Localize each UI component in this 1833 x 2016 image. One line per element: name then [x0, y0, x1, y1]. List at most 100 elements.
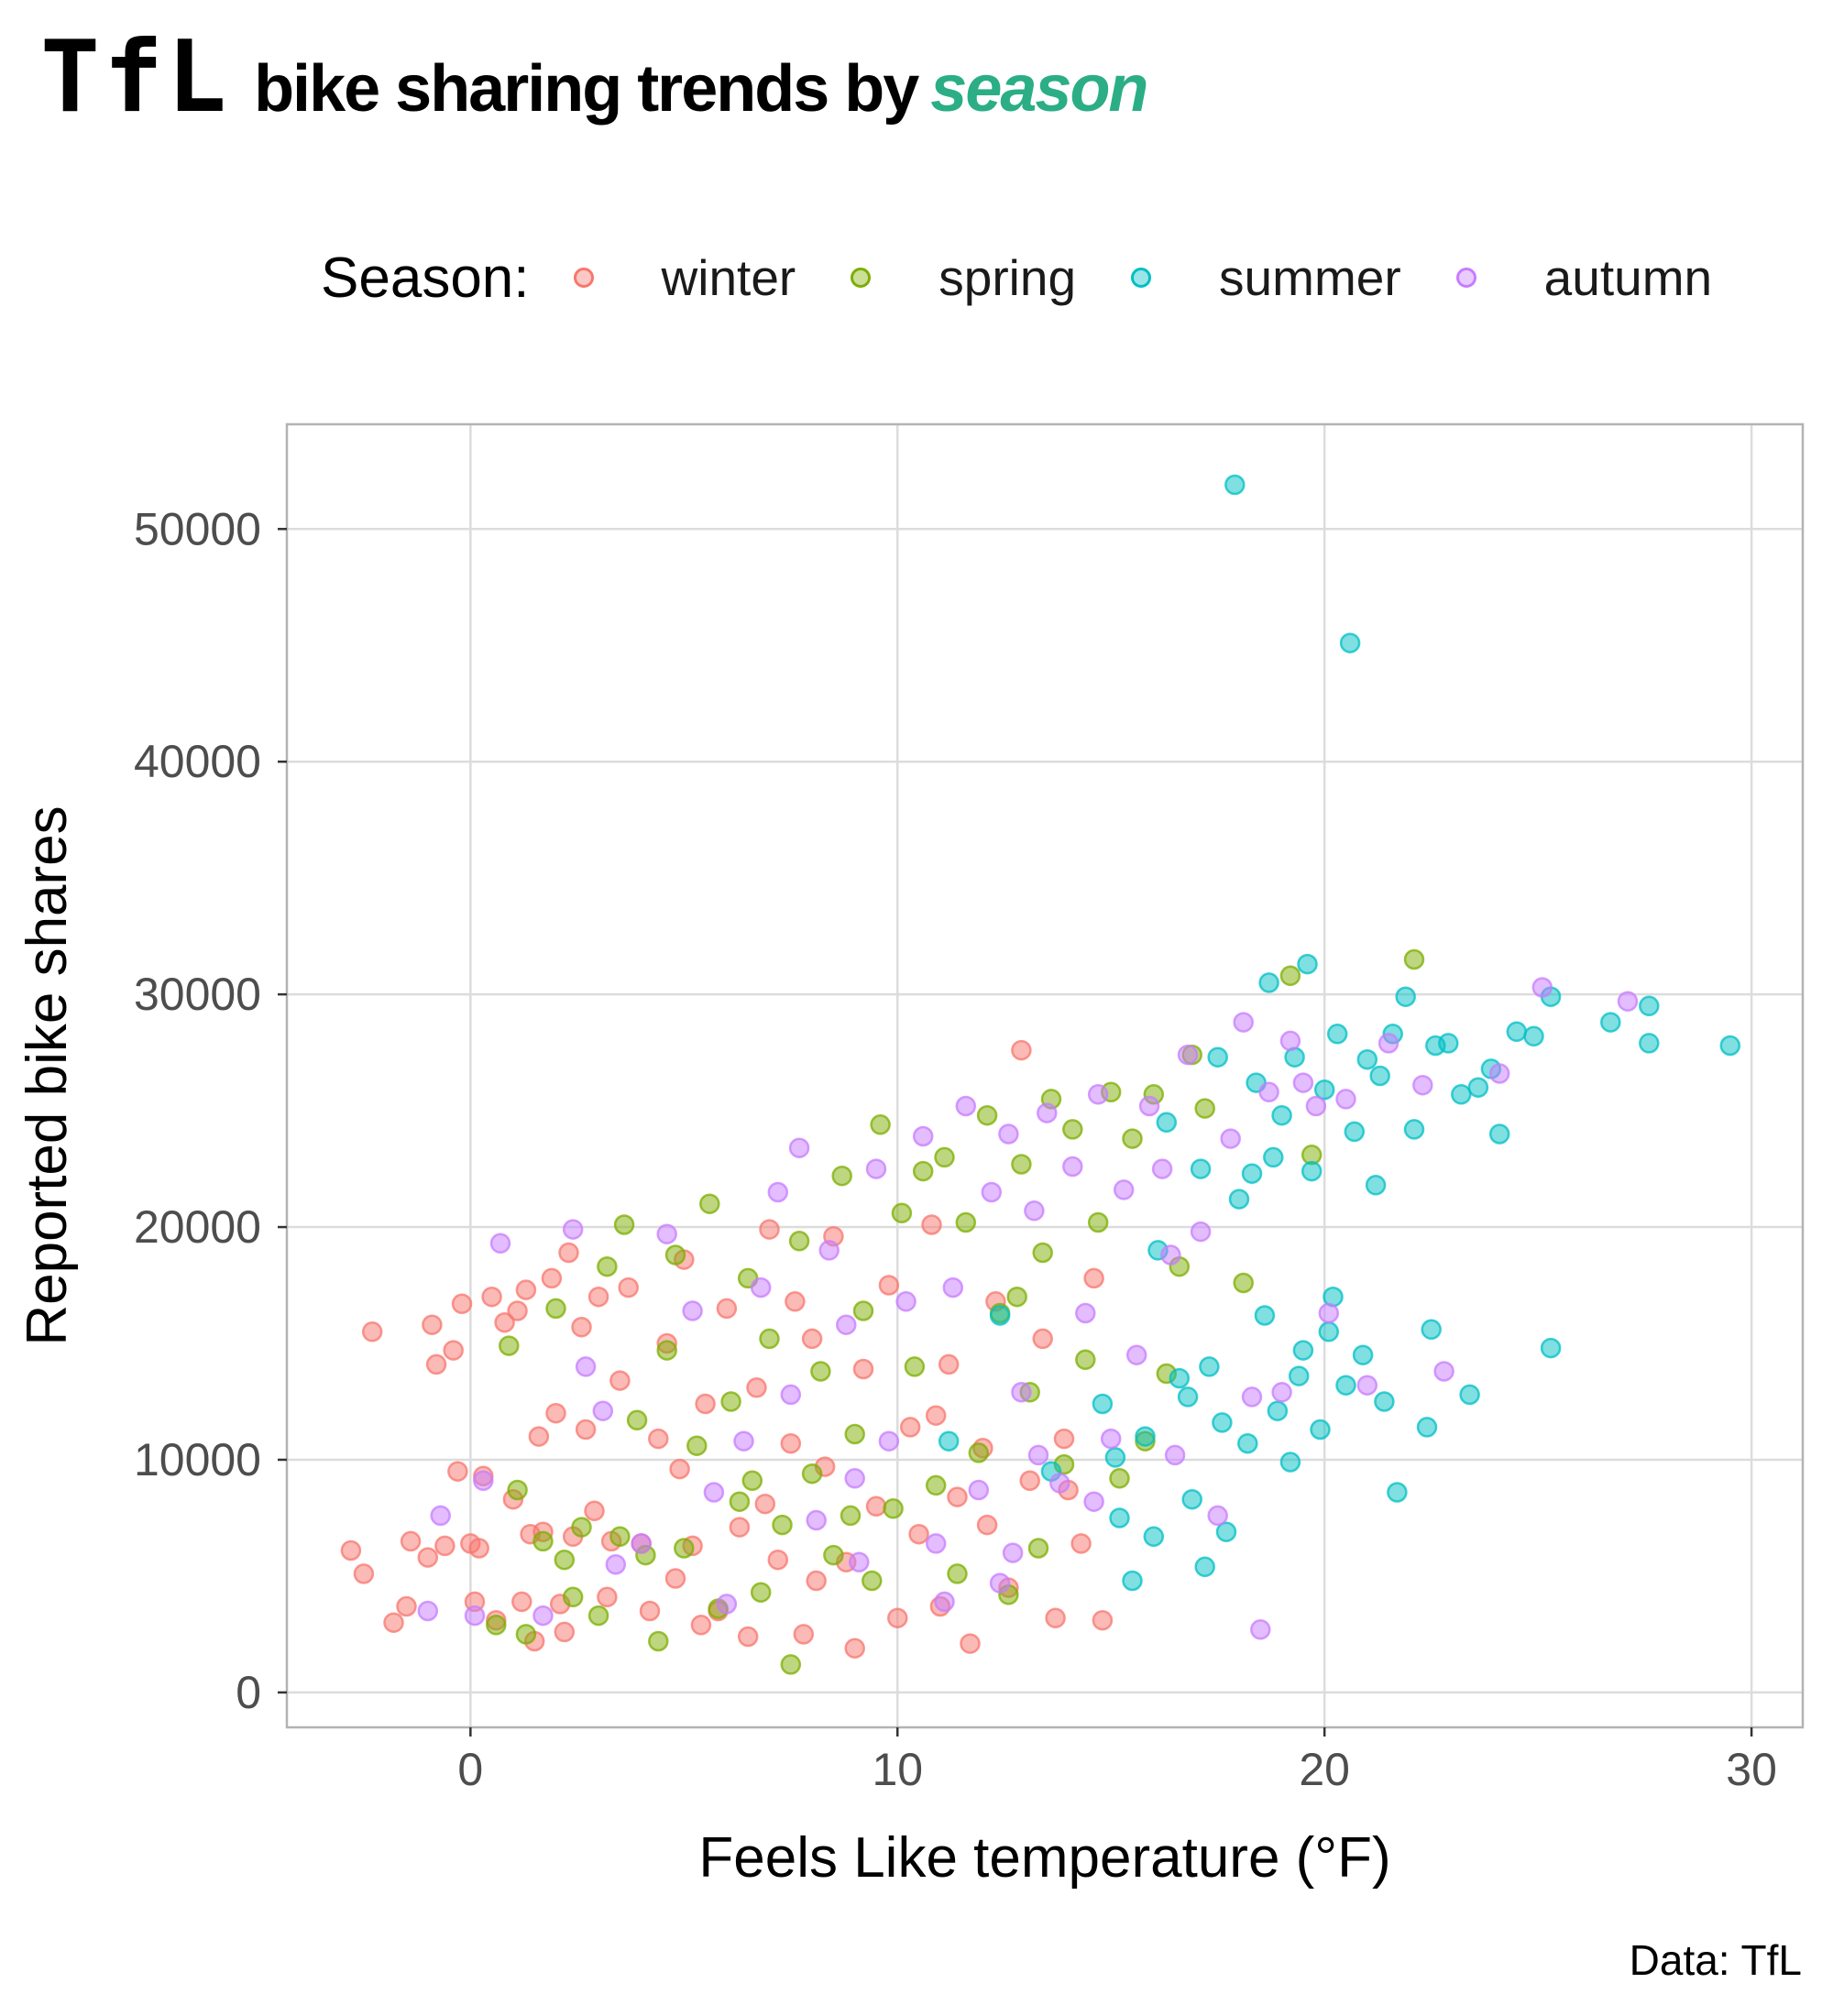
y-tick-label: 30000: [134, 969, 261, 1020]
data-point-winter: [865, 1496, 887, 1517]
data-point-spring: [1062, 1119, 1083, 1140]
data-point-winter: [575, 1419, 597, 1441]
data-point-spring: [571, 1517, 592, 1538]
data-point-winter: [571, 1316, 592, 1338]
data-point-spring: [626, 1409, 648, 1431]
data-point-spring: [925, 1474, 947, 1496]
data-point-winter: [793, 1624, 815, 1645]
data-point-spring: [934, 1146, 955, 1168]
data-point-spring: [674, 1538, 695, 1559]
data-point-autumn: [631, 1533, 652, 1554]
data-point-winter: [417, 1547, 439, 1568]
data-point-spring: [597, 1255, 618, 1277]
data-point-winter: [447, 1461, 468, 1482]
data-point-winter: [759, 1219, 780, 1240]
legend-key-winter: [573, 268, 594, 288]
data-point-spring: [1027, 1538, 1049, 1559]
data-point-autumn: [780, 1384, 802, 1406]
data-point-summer: [1523, 1025, 1544, 1047]
data-point-winter: [1053, 1428, 1075, 1450]
data-point-summer: [1267, 1400, 1289, 1421]
data-point-summer: [1135, 1426, 1156, 1447]
data-point-autumn: [989, 1572, 1011, 1594]
data-point-winter: [908, 1523, 929, 1545]
legend-item-spring: spring: [851, 248, 1076, 307]
data-point-spring: [955, 1211, 977, 1233]
data-point-spring: [1032, 1242, 1053, 1264]
data-point-autumn: [1037, 1102, 1058, 1123]
data-point-summer: [1639, 1033, 1660, 1054]
data-point-autumn: [998, 1123, 1019, 1145]
data-point-summer: [1237, 1432, 1258, 1454]
data-point-summer: [1271, 1104, 1292, 1126]
data-point-autumn: [592, 1400, 614, 1421]
data-point-spring: [968, 1442, 990, 1463]
data-point-winter: [1011, 1039, 1032, 1061]
data-point-summer: [1104, 1447, 1126, 1468]
data-point-autumn: [464, 1605, 486, 1627]
x-tick-label: 20: [1299, 1744, 1350, 1795]
data-point-spring: [891, 1202, 913, 1224]
data-point-spring: [852, 1300, 874, 1321]
data-point-spring: [801, 1463, 823, 1485]
data-point-winter: [801, 1328, 823, 1350]
data-point-summer: [1506, 1021, 1528, 1043]
y-tick-label: 0: [236, 1667, 261, 1718]
data-point-winter: [494, 1311, 515, 1333]
data-point-spring: [499, 1335, 520, 1356]
data-point-winter: [664, 1568, 686, 1589]
data-point-summer: [1279, 1452, 1301, 1473]
data-point-winter: [960, 1633, 981, 1654]
data-point-summer: [1387, 1482, 1408, 1503]
legend-item-summer: summer: [1131, 248, 1401, 307]
data-point-winter: [353, 1563, 375, 1584]
data-point-autumn: [1011, 1382, 1032, 1403]
data-point-autumn: [1062, 1156, 1083, 1178]
data-point-spring: [664, 1244, 686, 1265]
x-tick-label: 0: [457, 1744, 483, 1795]
data-point-summer: [1199, 1356, 1220, 1377]
legend-key-autumn: [1455, 268, 1476, 288]
data-point-summer: [1719, 1035, 1741, 1057]
data-point-autumn: [895, 1291, 916, 1312]
data-point-winter: [584, 1500, 605, 1522]
data-point-summer: [1109, 1507, 1130, 1528]
legend-item-autumn: autumn: [1455, 248, 1713, 307]
data-point-summer: [1254, 1305, 1276, 1326]
data-point-autumn: [1377, 1033, 1399, 1054]
data-point-autumn: [981, 1181, 1003, 1203]
data-point-winter: [716, 1298, 738, 1320]
data-point-autumn: [656, 1223, 677, 1244]
data-point-summer: [1335, 1375, 1356, 1396]
data-point-winter: [507, 1300, 528, 1321]
data-point-autumn: [1258, 1081, 1279, 1103]
data-point-autumn: [1433, 1361, 1454, 1382]
tfl-logo: TfL: [40, 20, 231, 135]
legend: Season: winter spring summer autumn: [321, 236, 1712, 319]
data-point-winter: [609, 1370, 631, 1391]
data-point-autumn: [1617, 991, 1639, 1012]
data-point-summer: [1416, 1417, 1438, 1438]
data-point-autumn: [934, 1591, 955, 1613]
data-point-autumn: [489, 1233, 511, 1255]
data-point-autumn: [925, 1533, 947, 1554]
data-point-winter: [780, 1432, 802, 1454]
legend-label-winter: winter: [661, 249, 796, 306]
data-point-spring: [686, 1435, 708, 1456]
data-point-autumn: [1356, 1375, 1378, 1396]
data-point-winter: [511, 1591, 532, 1613]
data-point-autumn: [1100, 1428, 1122, 1450]
data-point-winter: [852, 1358, 874, 1380]
x-tick-label: 30: [1726, 1744, 1777, 1795]
data-point-autumn: [1271, 1382, 1292, 1403]
data-point-autumn: [417, 1600, 439, 1622]
data-point-winter: [554, 1621, 576, 1643]
x-tick-label: 10: [872, 1744, 923, 1795]
data-point-autumn: [1113, 1179, 1135, 1200]
legend-label-autumn: autumn: [1543, 249, 1713, 306]
data-point-autumn: [1488, 1063, 1510, 1084]
data-point-autumn: [1151, 1158, 1173, 1179]
data-point-summer: [1459, 1384, 1480, 1406]
chart-title: TfL bike sharing trends by season: [40, 20, 1148, 148]
data-point-winter: [1083, 1267, 1104, 1289]
